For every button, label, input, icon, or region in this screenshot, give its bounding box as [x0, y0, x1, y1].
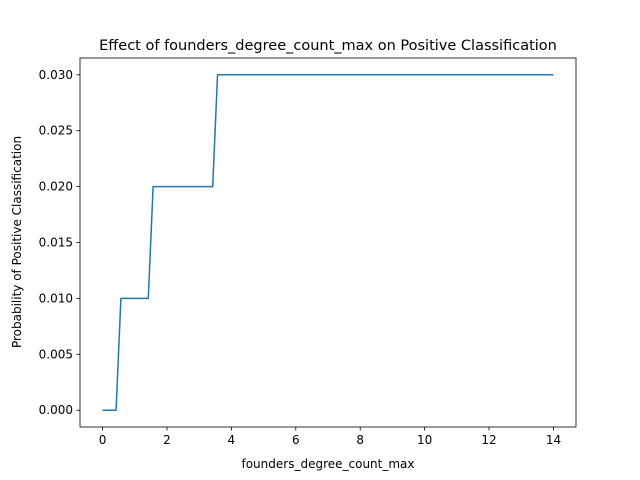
- x-tick-label: 6: [292, 433, 300, 447]
- plot-area: 0 2 4 6 8 10 12 14 0.000 0.005 0.010 0.015 0.020 0.02…: [39, 57, 577, 447]
- y-tick-label: 0.015: [39, 236, 73, 250]
- x-axis-label: founders_degree_count_max: [241, 457, 414, 471]
- y-tick-label: 0.000: [39, 403, 73, 417]
- y-axis-label: Probability of Positive Classification: [10, 136, 24, 348]
- plot-frame: [79, 57, 577, 428]
- x-tick-label: 0: [99, 433, 107, 447]
- y-tick-label: 0.025: [39, 124, 73, 138]
- x-tick-label: 12: [481, 433, 496, 447]
- x-tick-label: 14: [546, 433, 561, 447]
- y-tick-label: 0.005: [39, 347, 73, 361]
- chart-title: Effect of founders_degree_count_max on P…: [99, 38, 557, 54]
- x-tick-label: 4: [228, 433, 236, 447]
- y-tick-label: 0.010: [39, 291, 73, 305]
- series-line-0: [102, 74, 554, 411]
- y-tick-label: 0.030: [39, 68, 73, 82]
- y-tick-label: 0.020: [39, 180, 73, 194]
- x-tick-label: 2: [163, 433, 171, 447]
- x-tick-label: 8: [356, 433, 364, 447]
- x-tick-label: 10: [417, 433, 432, 447]
